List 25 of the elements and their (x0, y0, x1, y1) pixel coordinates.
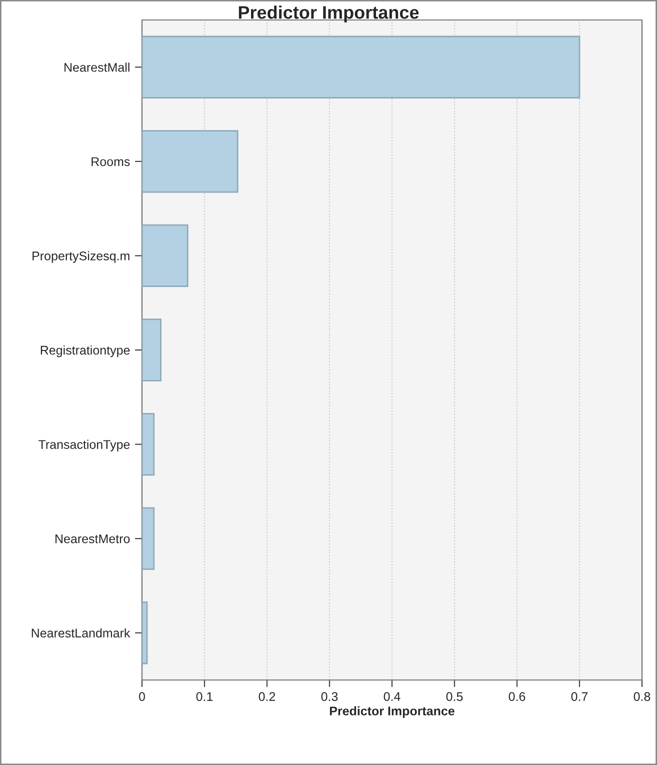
y-tick-label: NearestMetro (56, 534, 130, 544)
chart-title: Predictor Importance (238, 6, 419, 22)
x-tick-label: 0.1 (196, 692, 213, 701)
bar (142, 224, 188, 288)
x-tick-label: 0 (139, 692, 145, 701)
bar (142, 318, 162, 382)
x-tick-label: 0.6 (508, 692, 526, 701)
bar (142, 130, 238, 193)
bar (142, 36, 580, 98)
x-tick-label: 0.5 (446, 692, 463, 701)
x-tick-label: 0.4 (384, 692, 400, 701)
x-tick-label: 0.3 (321, 692, 338, 701)
x-axis-title: Predictor Importance (330, 706, 454, 718)
bar (142, 507, 155, 570)
bar (142, 602, 148, 664)
y-tick-label: PropertySizesq.m (32, 251, 130, 263)
y-tick-label: TransactionType (38, 440, 130, 452)
y-tick-label: NearestMall (64, 62, 130, 72)
y-tick-label: Registrationtype (40, 345, 130, 358)
bar (142, 412, 155, 476)
y-tick-label: Rooms (92, 157, 130, 166)
x-tick-label: 0.8 (634, 692, 650, 701)
x-tick-label: 0.2 (258, 692, 276, 701)
x-tick-label: 0.7 (571, 692, 588, 701)
y-tick-label: NearestLandmark (32, 628, 130, 638)
